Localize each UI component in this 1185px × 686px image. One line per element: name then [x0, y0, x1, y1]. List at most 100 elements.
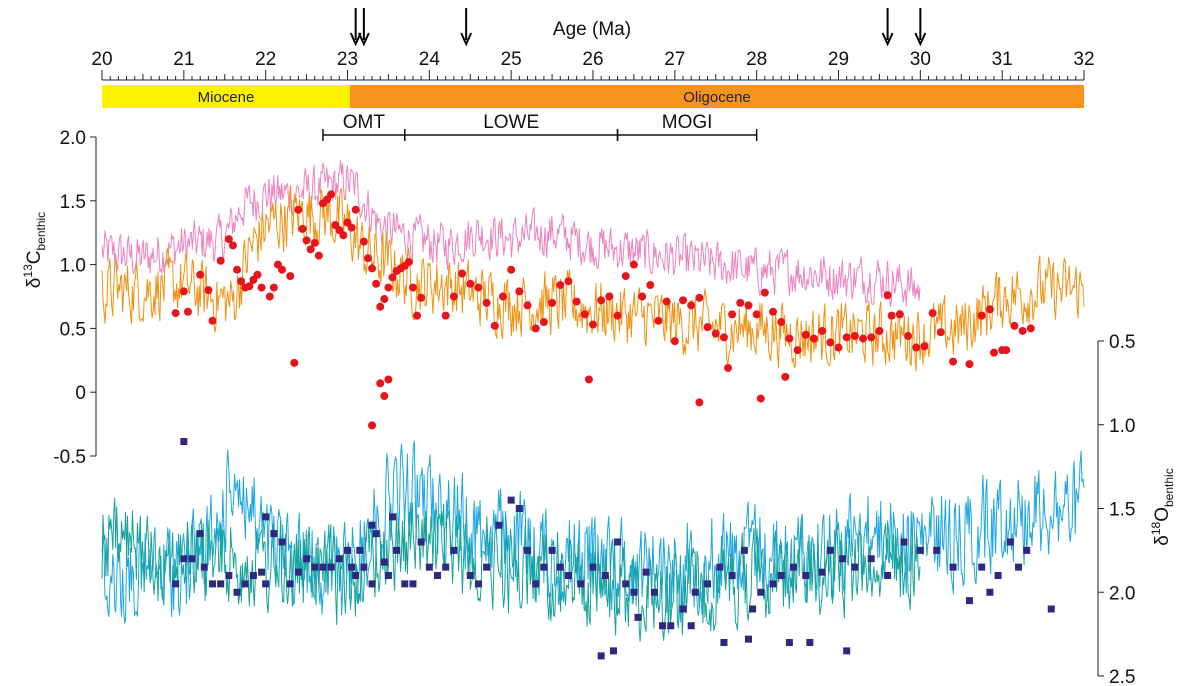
d13c-data-point	[793, 346, 802, 355]
d18o-data-point	[802, 572, 810, 579]
age-tick-label: 25	[501, 49, 522, 70]
d13c-axis: δ13Cbenthic 2.0 1.5 1.0 0.5 0 -0.5	[21, 128, 97, 468]
d13c-data-point	[376, 302, 385, 311]
d13c-data-point	[441, 311, 450, 320]
d18o-data-point	[704, 580, 712, 588]
d13c-data-point	[695, 398, 704, 407]
d13c-data-point	[842, 333, 851, 342]
d13c-data-point	[867, 333, 876, 342]
d13c-data-point	[826, 338, 835, 347]
d18o-data-point	[180, 555, 188, 563]
d13c-data-point	[278, 265, 287, 274]
d13c-data-point	[417, 293, 426, 302]
d18o-data-point	[818, 568, 826, 576]
d18o-data-point	[1015, 563, 1023, 571]
d18o-data-point	[667, 622, 675, 630]
d13c-data-point	[449, 292, 458, 301]
d13c-data-point	[711, 329, 720, 338]
series-line-3	[101, 497, 921, 642]
d18o-data-point	[208, 580, 216, 588]
age-tick-label: 21	[173, 49, 194, 70]
d18o-data-point	[348, 563, 356, 571]
d13c-data-point	[834, 343, 843, 352]
d13c-data-point	[1010, 321, 1019, 330]
d13c-data-point	[314, 251, 323, 260]
d13c-data-point	[388, 273, 397, 282]
d18o-data-point	[507, 496, 515, 504]
d13c-data-point	[801, 330, 810, 339]
d18o-data-point	[180, 438, 188, 445]
age-tick-label: 26	[582, 49, 603, 70]
d18o-data-point	[524, 546, 532, 554]
d18o-data-point	[826, 546, 834, 554]
d18o-data-point	[884, 572, 892, 579]
d13c-data-point	[920, 342, 929, 351]
d18o-data-point	[843, 647, 851, 655]
d18o-data-point	[442, 563, 450, 571]
d18o-axis: δ18Obenthic 0.5 1.0 1.5 2.0 2.5	[1097, 332, 1176, 686]
d13c-data-point	[298, 224, 307, 233]
d13c-data-point	[265, 292, 274, 301]
d13c-data-point	[224, 235, 233, 244]
epoch-band	[349, 85, 1085, 108]
d13c-data-point	[781, 372, 790, 381]
d13c-data-point	[408, 283, 417, 292]
d18o-data-point	[303, 555, 311, 563]
d13c-tick-label: -0.5	[53, 447, 86, 468]
d18o-data-point	[172, 580, 180, 588]
d13c-data-point	[965, 360, 974, 369]
d18o-data-point	[319, 563, 327, 571]
d18o-data-point	[679, 605, 687, 613]
event-arrow-head	[349, 32, 362, 47]
d13c-data-point	[662, 297, 671, 306]
age-tick-label: 27	[664, 49, 685, 70]
d18o-data-point	[867, 555, 875, 563]
data-series	[101, 160, 1085, 660]
d13c-data-point	[670, 337, 679, 346]
d18o-data-point	[344, 546, 351, 554]
d13c-data-point	[339, 231, 348, 240]
d13c-data-point	[589, 320, 597, 329]
d18o-tick-label: 2.5	[1109, 667, 1135, 686]
interval-label: OMT	[343, 112, 386, 133]
d18o-data-point	[401, 580, 409, 588]
d18o-data-point	[609, 647, 617, 655]
d13c-data-point	[372, 279, 381, 288]
d13c-data-point	[507, 265, 516, 274]
d18o-data-point	[601, 572, 609, 579]
event-arrows	[349, 8, 927, 47]
d13c-data-point	[204, 286, 213, 295]
d18o-data-point	[225, 572, 233, 579]
d18o-data-point	[372, 530, 380, 538]
d18o-data-point	[777, 572, 785, 579]
d13c-data-point	[498, 292, 507, 301]
d13c-data-point	[310, 238, 319, 247]
d13c-data-point	[760, 288, 769, 297]
d18o-data-point	[483, 563, 491, 571]
d13c-data-point	[605, 292, 614, 301]
d13c-data-point	[719, 333, 728, 342]
d13c-data-point	[809, 334, 818, 343]
d13c-data-point	[752, 310, 761, 319]
d18o-data-point	[466, 572, 474, 579]
age-tick-label: 24	[419, 49, 441, 70]
d18o-data-point	[360, 563, 368, 571]
d13c-data-point	[413, 311, 422, 320]
d13c-data-point	[368, 421, 377, 430]
d18o-data-point	[258, 568, 266, 576]
d13c-data-point	[179, 287, 188, 296]
age-tick-label: 32	[1073, 49, 1094, 70]
d18o-data-point	[687, 622, 695, 630]
d13c-data-point	[936, 328, 945, 337]
d13c-tick-label: 1.0	[60, 256, 86, 277]
d13c-data-point	[859, 334, 868, 343]
d13c-data-point	[977, 311, 986, 320]
d13c-data-point	[171, 309, 180, 318]
d18o-data-point	[630, 588, 638, 596]
d13c-data-point	[515, 287, 524, 296]
d13c-data-point	[474, 283, 483, 292]
d18o-data-point	[286, 580, 294, 588]
d13c-data-point	[949, 357, 958, 366]
d13c-data-point	[302, 236, 311, 245]
d18o-tick-label: 2.0	[1109, 583, 1135, 604]
